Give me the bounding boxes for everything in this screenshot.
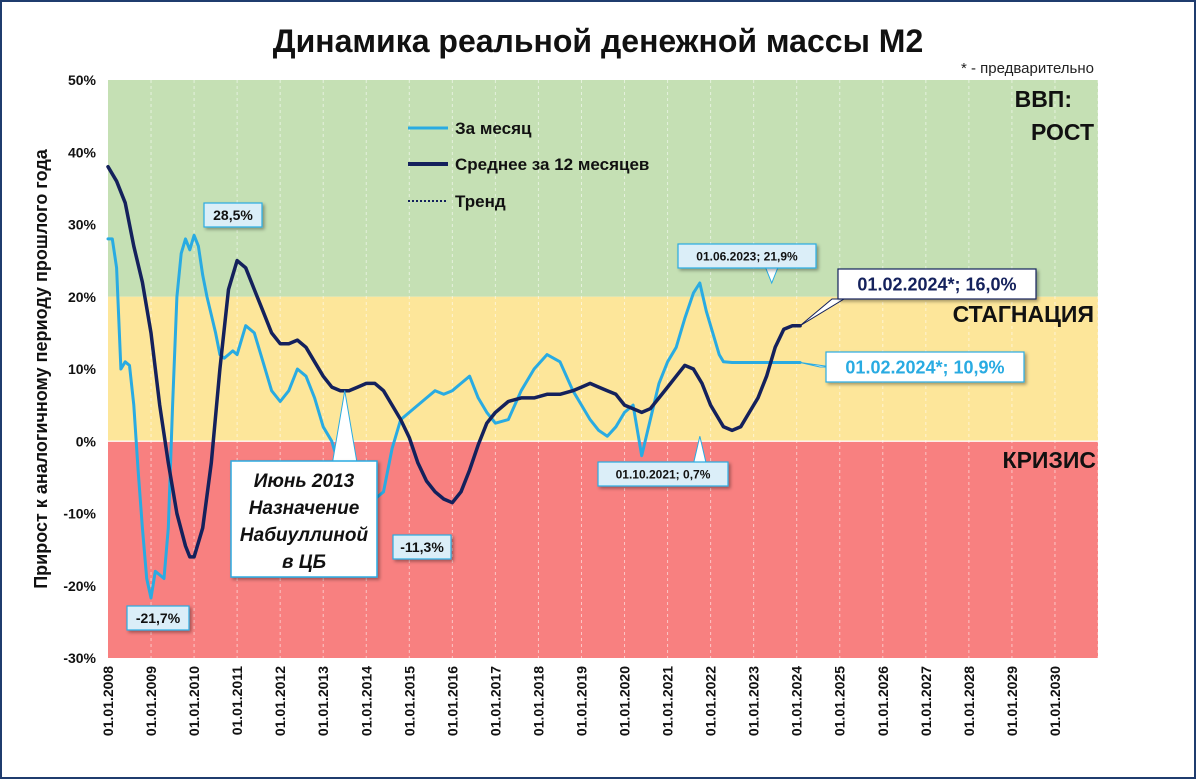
x-tick-label: 01.01.2017	[487, 666, 503, 736]
x-tick-labels: 01.01.2008 01.01.2009 01.01.2010 01.01.2011…	[100, 666, 1063, 736]
x-tick-label: 01.01.2013	[315, 666, 331, 736]
annotation-low-2009-text: -21,7%	[136, 610, 181, 626]
annotation-current-monthly-box	[825, 351, 1025, 383]
x-tick-label: 01.01.2022	[703, 666, 719, 736]
x-tick-label: 01.01.2020	[617, 666, 633, 736]
x-tick-label: 01.01.2018	[530, 666, 546, 736]
x-tick-label: 01.01.2014	[358, 666, 374, 736]
y-tick-label: -30%	[63, 650, 96, 666]
annotation-low-2009-box	[126, 605, 190, 631]
x-tick-label: 01.01.2008	[100, 666, 116, 736]
x-tick-label: 01.01.2029	[1004, 666, 1020, 736]
annotation-peak-2010-box	[203, 202, 263, 228]
annotation-peak-2010-text: 28,5%	[213, 207, 253, 223]
annotations: 28,5% -21,7% -11,3% 01.06.2023; 21,9% 01.10.…	[126, 202, 1037, 631]
annotation-current-average-text: 01.02.2024*; 16,0%	[857, 274, 1016, 294]
annotation-nabiullina-box	[230, 460, 378, 578]
x-tick-label: 01.01.2025	[832, 666, 848, 736]
x-tick-label: 01.01.2010	[186, 666, 202, 736]
x-tick-label: 01.01.2023	[746, 666, 762, 736]
zone-labels: ВВП: РОСТ СТАГНАЦИЯ КРИЗИС	[953, 86, 1096, 473]
y-tick-label: 0%	[76, 433, 97, 449]
y-tick-label: 30%	[68, 217, 97, 233]
annotation-current-average-box	[837, 268, 1037, 300]
chart-title: Динамика реальной денежной массы М2	[273, 23, 923, 59]
zone-label-0-line2: РОСТ	[1031, 119, 1094, 145]
x-tick-label: 01.01.2024	[789, 666, 805, 736]
y-tick-label: 40%	[68, 144, 97, 160]
y-axis-label: Прирост к аналогичному периоду прошлого …	[31, 148, 51, 589]
x-tick-label: 01.01.2016	[444, 666, 460, 736]
x-tick-label: 01.01.2028	[961, 666, 977, 736]
legend: За месяц Среднее за 12 месяцев Тренд	[408, 119, 649, 211]
zone-label-2: КРИЗИС	[1003, 447, 1096, 473]
x-tick-label: 01.01.2026	[875, 666, 891, 736]
series-lines	[106, 164, 802, 600]
y-tick-label: -20%	[63, 578, 96, 594]
y-tick-label: 50%	[68, 72, 97, 88]
annotation-low-2021-text: 01.10.2021; 0,7%	[616, 467, 711, 481]
annotation-peak-2023-box	[677, 243, 817, 269]
y-tick-label: 20%	[68, 289, 97, 305]
x-tick-label: 01.01.2030	[1047, 666, 1063, 736]
annotation-low-2015-text: -11,3%	[400, 539, 444, 555]
series-line-average	[106, 164, 802, 559]
y-tick-labels: -30% -20% -10% 0% 10% 20% 30% 40% 50%	[63, 72, 96, 666]
annotation-peak-2023-text: 01.06.2023; 21,9%	[696, 249, 798, 263]
series-line-monthly	[106, 233, 802, 600]
annotation-nabiullina-line: Назначение	[249, 498, 360, 519]
zone-label-0: ВВП:	[1015, 86, 1072, 112]
x-tick-label: 01.01.2009	[143, 666, 159, 736]
x-tick-label: 01.01.2027	[918, 666, 934, 736]
legend-label-average: Среднее за 12 месяцев	[455, 155, 649, 174]
x-tick-label: 01.01.2011	[229, 666, 245, 736]
annotation-nabiullina-line: Набиуллиной	[240, 525, 369, 546]
zone-band-0	[108, 80, 1098, 297]
annotation-nabiullina-line: в ЦБ	[282, 552, 326, 573]
annotation-nabiullina-line: Июнь 2013	[254, 471, 355, 492]
x-tick-label: 01.01.2015	[401, 666, 417, 736]
x-tick-label: 01.01.2019	[573, 666, 589, 736]
legend-label-trend: Тренд	[455, 192, 506, 211]
y-tick-label: -10%	[63, 506, 96, 522]
annotation-low-2015-box	[392, 534, 452, 560]
preliminary-note: * - предварительно	[961, 60, 1094, 77]
annotation-low-2021-box	[597, 461, 729, 487]
annotation-current-monthly-text: 01.02.2024*; 10,9%	[845, 357, 1004, 377]
legend-label-monthly: За месяц	[455, 119, 532, 138]
y-tick-label: 10%	[68, 361, 97, 377]
x-tick-label: 01.01.2021	[660, 666, 676, 736]
zone-label-1: СТАГНАЦИЯ	[953, 301, 1094, 327]
x-tick-label: 01.01.2012	[272, 666, 288, 736]
